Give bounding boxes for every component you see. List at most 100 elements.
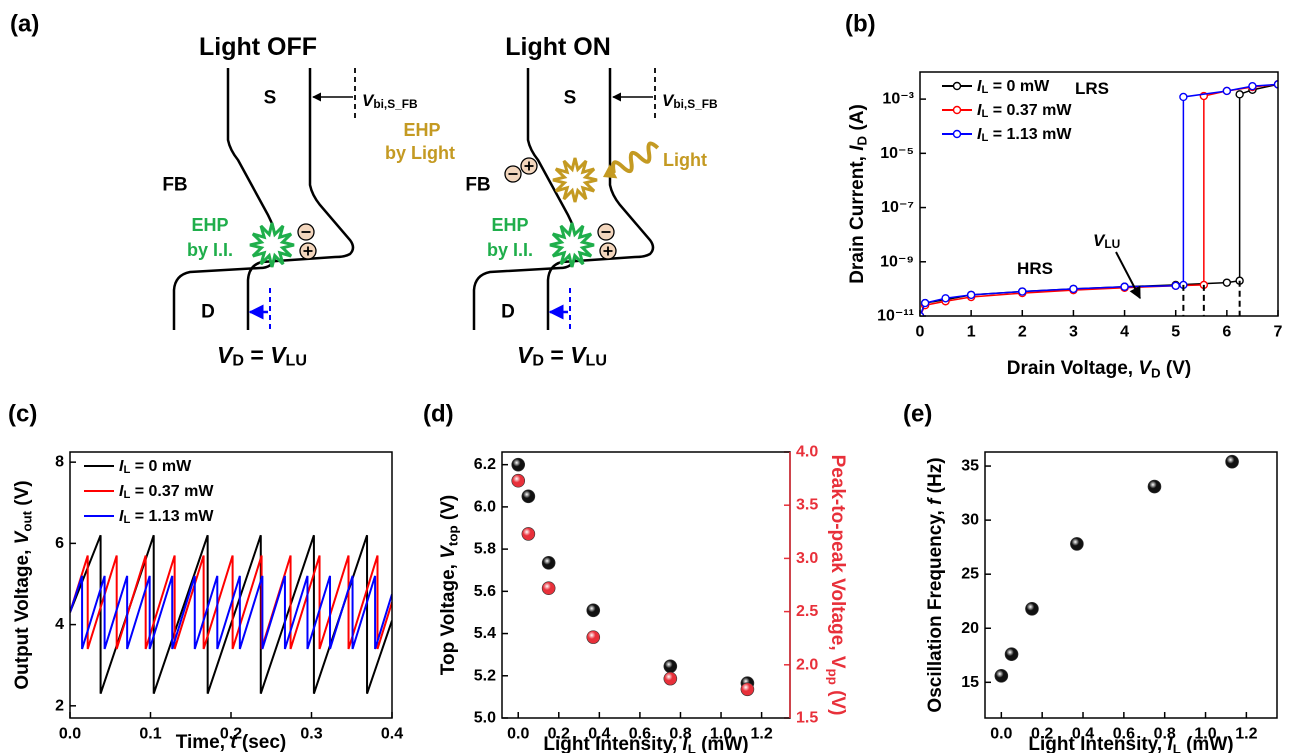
ehp-cause: by I.I. [487, 240, 533, 260]
text-run: (sec) [237, 732, 287, 753]
y-tick-label: 25 [961, 566, 979, 583]
ehp-label: EHP [403, 120, 440, 140]
x-tick-label: 6 [1222, 324, 1231, 341]
text-run: (V) [12, 480, 33, 511]
text-run: L [981, 132, 988, 144]
diagram-title: Light ON [505, 33, 611, 61]
text-run: I [1167, 734, 1173, 753]
x-tick-label: 0.0 [507, 726, 529, 743]
text-run: L [1173, 741, 1181, 753]
text-run: V [570, 342, 587, 368]
plot-frame [984, 451, 1278, 719]
y-axis-title: Drain Current, ID (A) [847, 104, 870, 284]
y2-tick-label: 4.0 [796, 444, 818, 461]
x-tick-label: 0.2 [1031, 726, 1053, 743]
chart-panel: (b) 0 1 2 3 4 5 6 7 10⁻¹¹ 10⁻⁹ 10⁻⁷ 10⁻⁵ 10⁻³ Drain Vo… [845, 11, 1283, 381]
data-point [541, 581, 556, 595]
data-point [1025, 601, 1039, 616]
data-point [1120, 282, 1129, 291]
x-tick-label: 0.4 [381, 726, 403, 743]
text-run: I [977, 78, 982, 95]
text-run: I [119, 483, 124, 500]
text-run: top [445, 525, 460, 546]
y-axis-title: Oscillation Frequency, f (Hz) [925, 457, 946, 712]
text-run: Oscillation Frequency, [925, 505, 946, 713]
y-tick-label: 30 [961, 512, 979, 529]
text-run: I [119, 458, 124, 475]
y2-tick-label: 2.5 [796, 603, 818, 620]
plot-frame [919, 71, 1279, 317]
data-point [663, 659, 678, 674]
x-tick-label: 0.4 [1072, 726, 1094, 743]
region-label: FB [162, 175, 187, 196]
plot-area [994, 454, 1239, 683]
x-tick-label: 0.6 [629, 726, 651, 743]
text-run: D [532, 352, 544, 370]
bias-label: VD = VLU [517, 342, 607, 370]
barrier-label: Vbi,S_FB [362, 91, 418, 112]
y-tick-label: 20 [961, 620, 979, 637]
panel-label: (d) [423, 401, 454, 428]
chart-panel: (c) 0.0 0.1 0.2 0.3 0.4 2 4 6 8 Time, t (sec) Outpu… [8, 401, 403, 753]
region-label: D [501, 302, 515, 323]
text-run: L [123, 489, 130, 501]
x-axis-title: Drain Voltage, VD (V) [1007, 358, 1192, 381]
legend-label: IL = 0.37 mW [977, 102, 1072, 120]
series-line [70, 575, 392, 650]
legend-label: IL = 0 mW [977, 78, 1050, 96]
text-run: V [517, 342, 534, 368]
y-tick-label: 10⁻⁹ [880, 253, 914, 270]
data-point [1069, 284, 1078, 294]
x-tick-label: 0.0 [59, 726, 81, 743]
y-tick-label: 5.6 [474, 583, 496, 600]
legend-marker [952, 81, 962, 91]
legend-label: IL = 1.13 mW [119, 508, 214, 526]
ehp-label: EHP [191, 215, 228, 235]
y-tick-label: 10⁻³ [882, 91, 914, 108]
data-point [1147, 479, 1162, 494]
text-run: = 1.13 mW [988, 126, 1072, 143]
x-axis-title: Light Intensity, IL (mW) [543, 734, 748, 753]
x-tick-label: 1.2 [750, 726, 772, 743]
text-run: L [981, 108, 988, 120]
y-tick-label: 5.0 [474, 710, 496, 727]
y-tick-label: 35 [961, 458, 979, 475]
series-line [70, 534, 392, 694]
carrier-burst [249, 222, 295, 268]
y-tick-label: 2 [55, 697, 64, 714]
bias-label: VD = VLU [217, 342, 307, 370]
text-run: V [438, 545, 459, 559]
x-tick-label: 0.2 [548, 726, 570, 743]
text-run: bi,S_FB [673, 97, 718, 111]
data-point [1004, 647, 1019, 662]
annotation: HRS [1017, 259, 1053, 278]
data-point [586, 630, 601, 644]
text-run: V [217, 342, 234, 368]
x-tick-label: 0.6 [1113, 726, 1135, 743]
text-run: bi,S_FB [373, 97, 418, 111]
text-run: (V) [438, 495, 459, 526]
annotation: VLU [1093, 231, 1120, 252]
region-label: S [564, 88, 577, 109]
data-point [511, 473, 526, 488]
legend-label: IL = 0 mW [119, 458, 192, 476]
y-tick-label: 4 [55, 616, 64, 633]
text-run: HRS [1017, 259, 1053, 278]
text-run: L [123, 464, 130, 476]
text-run: pp [826, 669, 841, 685]
text-run: Light Intensity, [1028, 734, 1167, 753]
panel-label: (e) [903, 401, 932, 428]
text-run: Drain Current, [847, 151, 868, 284]
text-run: = 1.13 mW [130, 508, 214, 525]
plot-area [511, 457, 755, 697]
legend-marker [952, 129, 962, 139]
band-edge [472, 68, 577, 330]
data-point [920, 298, 930, 308]
text-run: LU [586, 352, 607, 370]
text-run: Peak-to-peak Voltage, [828, 455, 849, 656]
chart-panel: (e) 0.0 0.2 0.4 0.6 0.8 1.0 1.2 15 20 25 30 35 Light … [903, 401, 1278, 753]
text-run: V [1138, 358, 1152, 379]
x-tick-label: 1.0 [1194, 726, 1216, 743]
data-point [663, 671, 678, 686]
